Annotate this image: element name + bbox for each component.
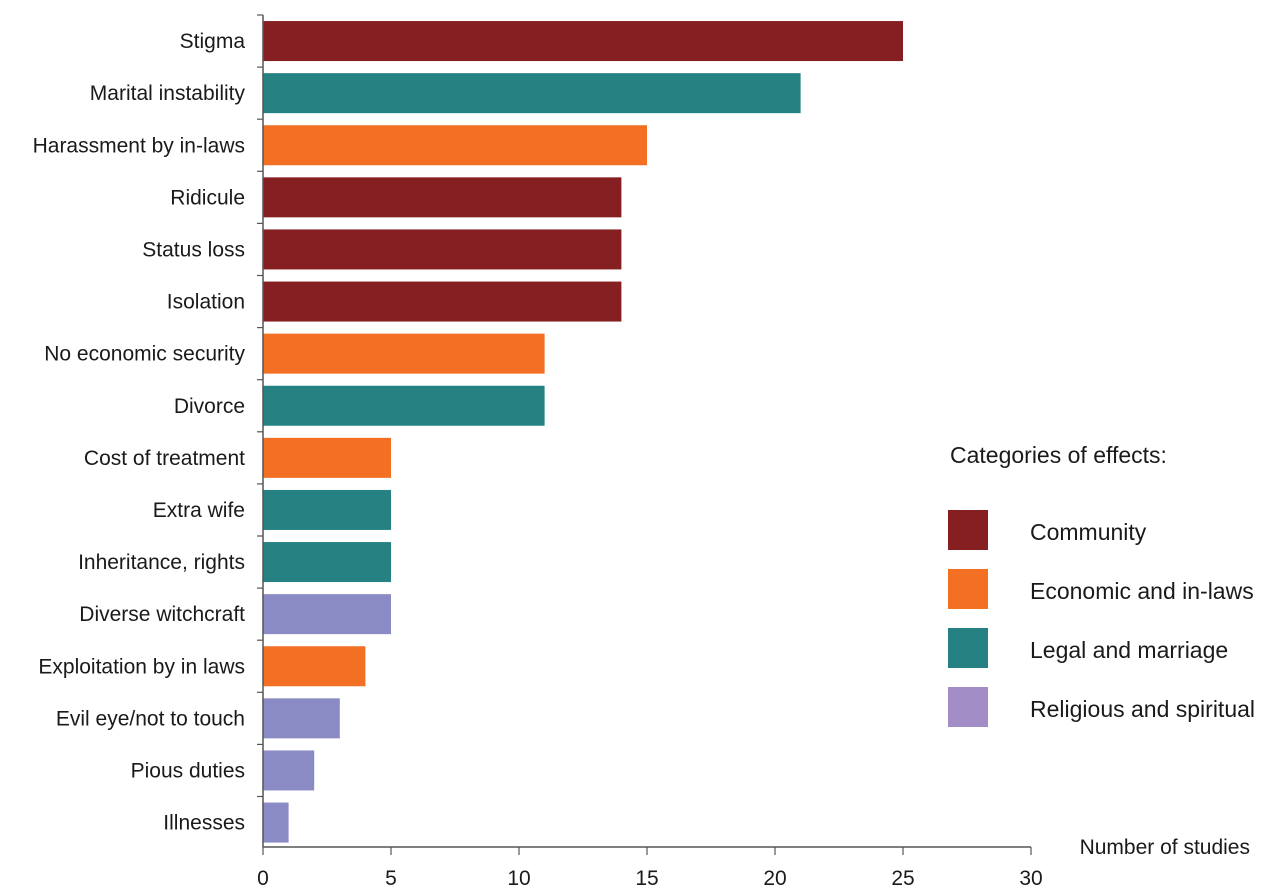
bar [263,73,801,114]
bar [263,125,647,166]
legend-label: Legal and marriage [1030,637,1228,663]
category-label: Harassment by in-laws [33,134,245,157]
category-label: Isolation [167,291,245,314]
y-axis [257,14,264,847]
legend-title: Categories of effects: [950,442,1167,468]
category-label: Cost of treatment [84,447,245,470]
category-label: Extra wife [153,499,245,522]
category-label: Pious duties [131,759,245,782]
bars-group [263,21,903,843]
bar [263,281,622,322]
legend-swatch [948,569,988,609]
bar [263,489,391,530]
legend-swatch [948,510,988,550]
x-tick-label: 5 [385,867,397,890]
category-label: Status loss [142,238,245,261]
legend-label: Economic and in-laws [1030,578,1254,604]
category-label: Diverse witchcraft [79,603,245,626]
x-tick-label: 25 [891,867,914,890]
x-tick-label: 20 [763,867,786,890]
bar [263,333,545,374]
x-tick-label: 15 [635,867,658,890]
category-label: Exploitation by in laws [38,655,245,678]
legend-label: Religious and spiritual [1030,696,1255,722]
bar [263,646,366,687]
category-label: Marital instability [90,82,246,105]
legend-swatch [948,628,988,668]
category-label: Divorce [174,395,245,418]
x-tick-label: 30 [1019,867,1042,890]
bar [263,750,315,791]
category-label: Inheritance, rights [78,551,245,574]
x-axis-title: Number of studies [1080,836,1250,859]
x-axis: 0 5 10 15 20 25 30 [257,846,1043,890]
category-label: Illnesses [163,812,245,835]
category-labels-group: Stigma Marital instability Harassment by i… [33,30,246,835]
category-label: Evil eye/not to touch [56,707,245,730]
bar [263,594,391,635]
x-tick-label: 0 [257,867,269,890]
bar [263,437,391,478]
category-label: Stigma [180,30,246,53]
category-label: No economic security [44,343,245,366]
bar [263,229,622,270]
bar [263,542,391,583]
legend-label: Community [1030,519,1147,545]
category-label: Ridicule [170,186,245,209]
bar [263,21,903,62]
bar [263,177,622,218]
legend-swatch [948,687,988,727]
legend: Categories of effects: Community Economic… [948,442,1255,727]
x-tick-label: 10 [507,867,530,890]
bar [263,802,289,843]
bar [263,385,545,426]
bar [263,698,340,739]
